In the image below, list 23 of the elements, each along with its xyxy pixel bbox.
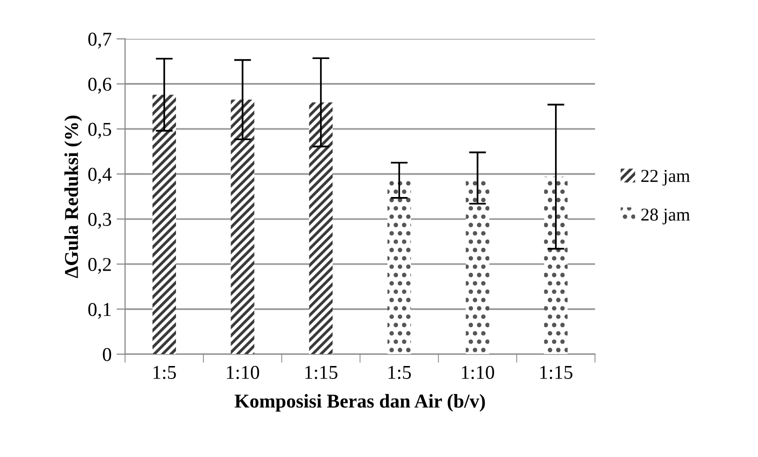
bar (387, 180, 411, 354)
y-tick-label: 0,2 (88, 258, 111, 274)
x-tick-label: 1:10 (226, 366, 260, 380)
y-tick-label: 0,1 (88, 302, 111, 319)
x-tick-label: 1:15 (540, 366, 572, 380)
legend-label: 28 jam (641, 208, 690, 224)
y-tick-label: 0,7 (88, 32, 112, 49)
y-tick-label: 0,4 (88, 168, 112, 184)
y-tick-label: 0 (102, 348, 112, 362)
legend-label: 22 jam (641, 170, 690, 186)
x-tick-label: 1:10 (462, 366, 494, 380)
bar (309, 102, 333, 354)
x-tick-label: 1:15 (305, 366, 338, 380)
bar (230, 100, 254, 354)
y-tick-label: 0,3 (88, 212, 112, 229)
x-axis-title: Komposisi Beras dan Air (b/v) (234, 394, 485, 412)
y-tick-label: 0,5 (88, 122, 112, 139)
y-axis-title: ΔGula Reduksi (%) (64, 116, 82, 278)
y-tick-label: 0,6 (88, 78, 112, 94)
bar (544, 176, 568, 354)
bar (152, 94, 176, 354)
x-tick-label: 1:5 (388, 366, 411, 380)
x-tick-label: 1:5 (154, 366, 176, 380)
